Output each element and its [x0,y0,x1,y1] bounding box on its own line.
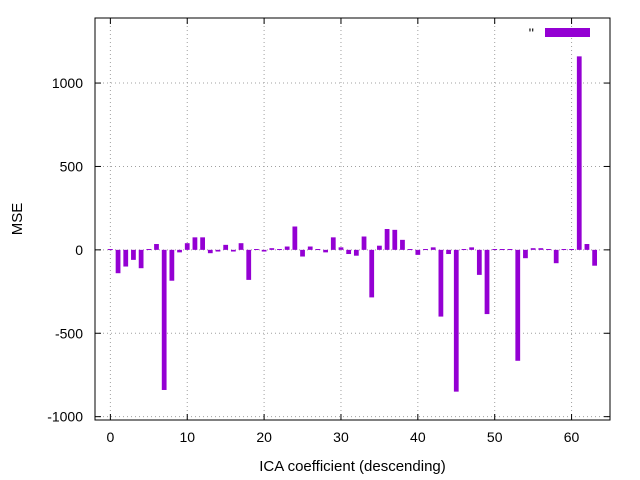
grid [95,18,610,420]
bar [346,249,352,255]
bar [515,249,521,361]
bar [277,249,282,251]
bar [261,249,267,252]
bar [561,249,567,251]
x-tick-label: 40 [410,429,426,445]
bar [238,243,244,250]
bar [315,249,321,251]
bar [115,249,121,274]
bar [300,249,305,257]
bar [377,245,382,250]
bar [192,237,198,250]
bar [353,249,359,256]
bar [500,249,505,251]
legend-swatch [545,28,590,37]
x-tick-label: 20 [256,429,272,445]
y-tick-label: 500 [60,158,84,174]
bar [584,244,590,250]
ticks [95,18,610,420]
bar [246,249,252,280]
bar [107,249,113,251]
bar [184,243,190,250]
bar [430,247,436,250]
bar [469,247,475,250]
legend-label: '' [529,25,534,41]
bar [392,229,398,250]
y-axis-title: MSE [9,203,26,236]
bar [569,249,574,251]
bar [131,249,136,260]
bar [292,226,298,250]
y-tick-label: 1000 [52,75,83,91]
x-tick-label: 30 [333,429,349,445]
tick-labels: 0 10 20 30 40 50 60 -1000 -500 0 500 1000 [47,75,579,445]
y-tick-label: 0 [75,242,83,258]
bar [123,249,129,267]
x-tick-label: 60 [564,429,580,445]
bar [507,249,513,251]
bar [307,246,313,250]
bar [492,249,498,251]
bar [154,244,159,250]
x-tick-label: 0 [106,429,114,445]
bar [384,229,390,250]
legend: '' [529,25,590,41]
bar [453,249,459,392]
bar [215,249,221,252]
bar [369,249,375,298]
bar [530,248,536,250]
bar [161,249,167,390]
bar [200,237,205,250]
bar [284,246,290,250]
bar [553,249,559,264]
bar [576,56,582,250]
bar [592,249,598,266]
bar [400,239,405,250]
bar [415,249,421,255]
bar [254,249,259,251]
bar [330,237,336,250]
bar [138,249,144,269]
bar [523,249,528,259]
bar [323,249,328,253]
bars [107,56,598,392]
bar [407,249,413,251]
x-tick-label: 10 [179,429,195,445]
bar [177,249,182,253]
bar [361,236,367,250]
bar [338,247,344,250]
bar [223,244,229,250]
bar [230,249,236,252]
x-tick-label: 50 [487,429,503,445]
bar [423,249,428,251]
bar [207,249,213,254]
bar [461,249,467,251]
y-tick-label: -1000 [47,409,83,425]
bar [484,249,490,315]
bar [538,248,544,250]
bar [476,249,482,275]
bar [169,249,175,281]
x-axis-title: ICA coefficient (descending) [259,458,446,475]
bar [546,249,551,251]
y-tick-label: -500 [55,325,83,341]
bar [269,248,275,250]
plot-frame [94,17,611,421]
bar [438,249,444,317]
bar [146,249,152,251]
bar [446,249,451,255]
